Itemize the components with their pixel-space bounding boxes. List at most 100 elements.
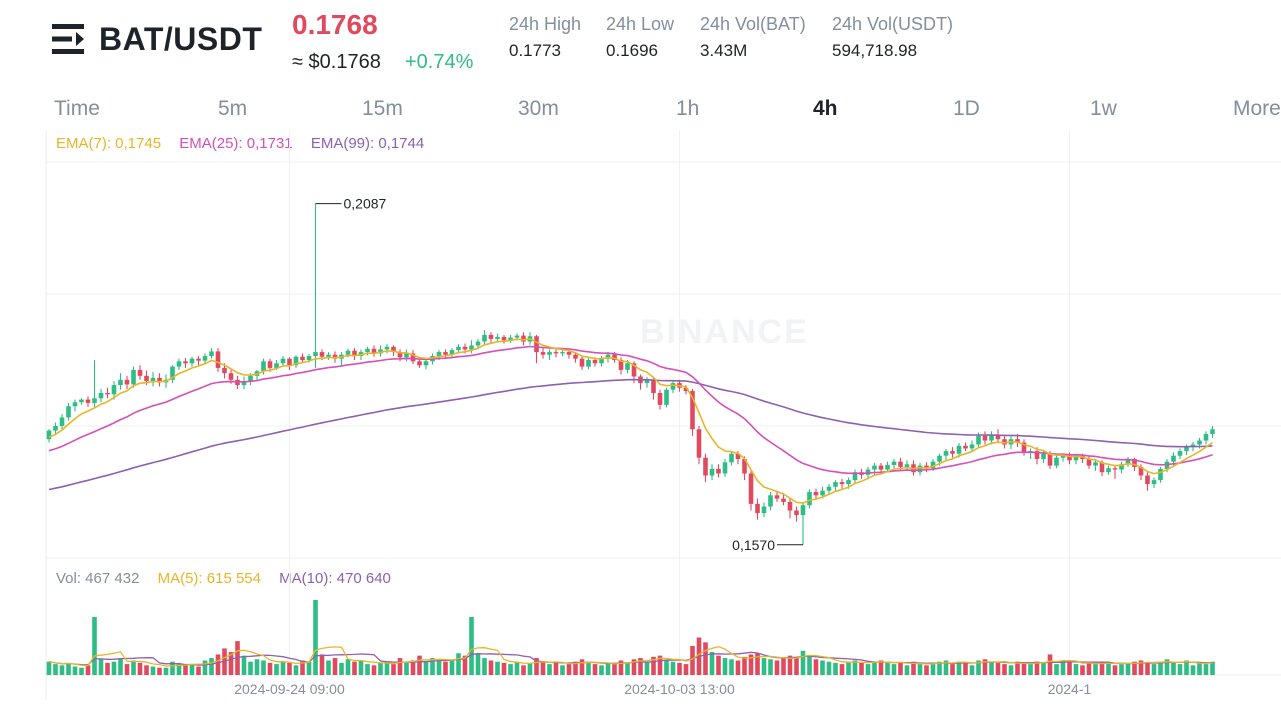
candle-body [157,377,162,383]
volume-bar [1138,660,1144,675]
candle-body [345,350,351,355]
volume-bar [1177,664,1183,675]
volume-bar [137,662,143,675]
menu-icon[interactable] [52,24,84,54]
volume-bar [729,659,734,675]
candle-body [300,356,305,360]
volume-bar [267,662,273,675]
candle-body [1125,459,1131,465]
candle-body [1002,439,1007,445]
volume-bar [586,662,591,675]
volume-bar [573,661,578,675]
candle-body [976,435,981,445]
tab-more[interactable]: More [1233,97,1281,120]
ema99-legend: EMA(99): 0,1744 [310,135,425,152]
candle-body [124,379,130,385]
volume-bar [1060,660,1066,675]
volume-bar [176,662,182,675]
volume-bar [280,661,286,675]
tab-30m[interactable]: 30m [518,97,559,120]
volume-bar [1112,665,1118,675]
volume-bar [657,655,663,675]
ticker-header: BAT/USDT 0.1768 ≈ $0.1768 +0.74% 24h Hig… [0,0,1281,90]
volume-bar [683,664,689,675]
volume-bar [846,661,851,675]
candle-body [885,464,890,470]
volume-bar [761,658,767,675]
volume-bar [930,662,936,675]
tab-5m[interactable]: 5m [218,97,248,120]
volume-bar [384,661,390,675]
tab-1d[interactable]: 1D [953,97,980,120]
volume-bar [735,660,741,675]
volume-bar [664,660,669,675]
candle-body [651,379,656,393]
volume-bar [638,658,643,675]
volume-bar [313,600,318,675]
volume-bar [124,664,130,675]
volume-bar [722,658,728,675]
volume-bar [287,662,292,675]
candle-body [878,465,884,470]
volume-bar [1151,664,1157,675]
volume-bar [397,658,403,675]
volume-bar [319,654,325,675]
candle-body [547,352,552,355]
stat-24h-vol-base: 24h Vol(BAT) 3.43M [700,14,806,61]
usd-price: ≈ $0.1768 [292,51,381,73]
candle-body [969,444,975,449]
price-change: +0.74% [405,51,474,73]
candle-body [709,468,715,476]
volume-bar [540,661,546,675]
volume-bar [742,656,747,675]
tab-time[interactable]: Time [54,97,100,120]
volume-bar [1132,661,1137,675]
volume-bar [332,658,338,675]
candle-body [937,455,942,462]
volume-bar [345,659,351,675]
candle-body [618,360,624,370]
volume-bar [495,661,500,675]
candle-body [1177,451,1183,456]
volume-bar [989,661,994,675]
pair-title[interactable]: BAT/USDT [99,21,263,57]
volume-bar [566,664,572,675]
volume-bar [215,654,221,675]
tab-15m[interactable]: 15m [362,97,403,120]
candle-body [501,336,507,341]
volume-bar [612,664,617,675]
tab-1w[interactable]: 1w [1090,97,1117,120]
candle-body [72,402,78,407]
candle-body [872,465,877,470]
candle-body [1034,451,1040,459]
volume-bar [807,655,812,675]
volume-bar [748,654,754,675]
candle-body [898,461,903,467]
volume-bar [560,665,565,675]
volume-bar [898,662,903,675]
tab-4h[interactable]: 4h [813,97,838,120]
volume-bar [189,664,195,675]
volume-bar [274,664,279,675]
last-price: 0.1768 [292,9,378,40]
candle-body [53,426,58,431]
candle-body [761,506,767,514]
ema7-line [48,338,1213,504]
candle-body [1184,447,1189,452]
volume-bar [670,661,676,675]
candle-body [1145,475,1150,485]
candle-body [449,350,455,355]
ema25-line [48,345,1213,475]
volume-bar [1034,661,1040,675]
volume-bar [716,655,721,675]
candle-body [1158,468,1163,481]
volume-bar [456,653,461,675]
candle-body [482,334,487,342]
tab-1h[interactable]: 1h [676,97,700,120]
volume-bar [488,660,494,675]
volume-bar [98,659,104,675]
candle-body [573,354,578,359]
candle-body [560,352,565,354]
x-tick-label: 2024-09-24 09:00 [234,681,345,697]
